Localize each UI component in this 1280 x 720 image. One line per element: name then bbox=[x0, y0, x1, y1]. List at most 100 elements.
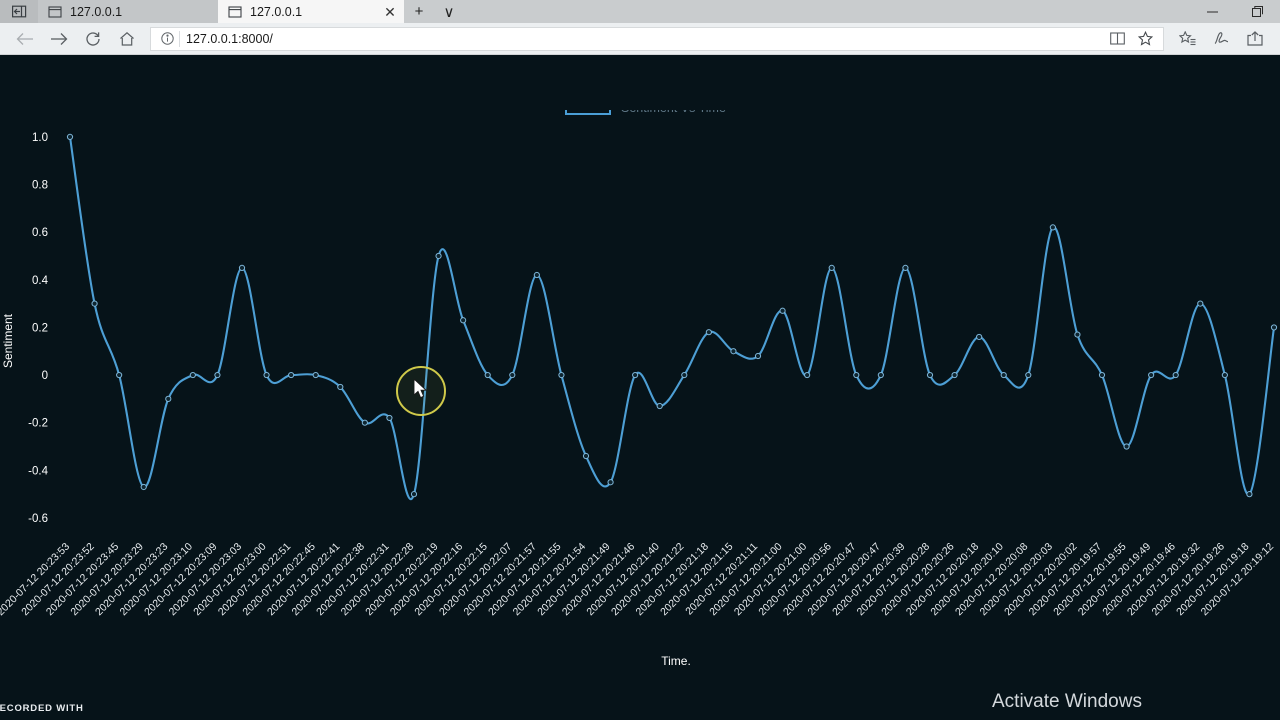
data-point[interactable] bbox=[976, 333, 983, 341]
data-point[interactable] bbox=[1148, 371, 1155, 379]
data-point[interactable] bbox=[214, 371, 221, 379]
data-point[interactable] bbox=[705, 329, 712, 336]
data-point[interactable] bbox=[877, 371, 884, 379]
screencast-o-matic-watermark: RECORDED WITH SCREENCAST MATIC bbox=[0, 703, 200, 714]
browser-tab-1[interactable]: 127.0.0.1 bbox=[38, 0, 218, 23]
data-point[interactable] bbox=[66, 133, 74, 141]
data-point[interactable] bbox=[91, 300, 98, 307]
data-point[interactable] bbox=[1246, 491, 1253, 498]
data-point[interactable] bbox=[853, 371, 860, 379]
data-point[interactable] bbox=[951, 371, 958, 379]
data-point[interactable] bbox=[656, 402, 663, 410]
navigation-toolbar: 127.0.0.1:8000/ bbox=[0, 23, 1280, 55]
address-bar[interactable]: 127.0.0.1:8000/ bbox=[150, 26, 1164, 51]
close-tab-icon[interactable]: ✕ bbox=[384, 3, 396, 20]
y-axis-tick: -0.4 bbox=[28, 465, 48, 477]
data-point[interactable] bbox=[435, 252, 442, 260]
y-axis-tick: 0.4 bbox=[32, 275, 49, 287]
data-point[interactable] bbox=[754, 352, 762, 360]
tab-strip-empty-area bbox=[464, 0, 1280, 23]
y-axis-title: Sentiment bbox=[1, 313, 15, 368]
data-point[interactable] bbox=[140, 483, 147, 491]
data-point[interactable] bbox=[632, 371, 639, 379]
data-point[interactable] bbox=[902, 264, 909, 271]
favorites-hub-icon[interactable] bbox=[1170, 24, 1204, 54]
reading-view-icon[interactable] bbox=[1103, 28, 1131, 50]
data-point[interactable] bbox=[238, 264, 246, 271]
chart-legend-top: Sentiment Vs Time bbox=[565, 110, 726, 115]
x-axis-title: Time. bbox=[661, 654, 691, 668]
favorite-star-icon[interactable] bbox=[1131, 28, 1159, 50]
activate-windows-watermark: Activate Windows Go to Settings to activ… bbox=[992, 689, 1222, 714]
browser-chrome: 127.0.0.1 127.0.0.1 ✕ + ∨ bbox=[0, 0, 1280, 55]
data-point[interactable] bbox=[681, 371, 688, 379]
share-icon[interactable] bbox=[1238, 24, 1272, 54]
data-point[interactable] bbox=[730, 348, 737, 355]
url-text[interactable]: 127.0.0.1:8000/ bbox=[186, 31, 273, 46]
data-point[interactable] bbox=[1025, 371, 1032, 379]
data-point[interactable] bbox=[1270, 324, 1278, 331]
address-bar-actions bbox=[1103, 28, 1159, 50]
data-point[interactable] bbox=[386, 414, 393, 422]
data-point[interactable] bbox=[926, 371, 934, 379]
window-controls bbox=[1190, 0, 1280, 23]
sentiment-line-series bbox=[68, 135, 1276, 500]
web-notes-icon[interactable] bbox=[1204, 24, 1238, 54]
data-point[interactable] bbox=[484, 371, 491, 379]
data-point[interactable] bbox=[1172, 371, 1179, 379]
back-icon[interactable] bbox=[8, 24, 42, 54]
data-point[interactable] bbox=[1049, 224, 1056, 231]
mouse-cursor-icon bbox=[414, 379, 428, 399]
tab-title: 127.0.0.1 bbox=[70, 4, 123, 19]
data-point[interactable] bbox=[312, 371, 319, 379]
data-point[interactable] bbox=[1123, 443, 1130, 450]
y-axis-tick: -0.2 bbox=[28, 418, 48, 430]
y-axis-tick: 1.0 bbox=[32, 132, 48, 144]
data-point[interactable] bbox=[410, 491, 418, 498]
data-point[interactable] bbox=[558, 371, 565, 379]
data-point[interactable] bbox=[165, 395, 172, 402]
web-page-content: Sentiment Vs Time 1.0 0.8 0.6 0.4 0.2 0 -0.2 -0… bbox=[0, 55, 1280, 714]
data-point[interactable] bbox=[116, 371, 123, 379]
data-point[interactable] bbox=[189, 371, 196, 379]
data-point[interactable] bbox=[1197, 300, 1204, 307]
y-axis-tick: -0.6 bbox=[28, 513, 48, 525]
y-axis-tick: 0.8 bbox=[32, 180, 48, 192]
data-point[interactable] bbox=[288, 371, 295, 379]
activate-windows-title: Activate Windows bbox=[992, 691, 1142, 712]
refresh-icon[interactable] bbox=[76, 24, 110, 54]
data-point[interactable] bbox=[361, 419, 368, 426]
sentiment-vs-time-chart[interactable]: 1.0 0.8 0.6 0.4 0.2 0 -0.2 -0.4 -0.6 2020-07-12 … bbox=[0, 55, 1280, 714]
system-menu-icon[interactable] bbox=[0, 0, 38, 23]
tab-title: 127.0.0.1 bbox=[250, 4, 303, 19]
data-point[interactable] bbox=[1221, 371, 1228, 379]
data-point[interactable] bbox=[1000, 371, 1007, 379]
restore-button[interactable] bbox=[1235, 0, 1280, 23]
site-info-icon[interactable] bbox=[155, 32, 179, 45]
minimize-button[interactable] bbox=[1190, 0, 1235, 23]
browser-tab-2-active[interactable]: 127.0.0.1 ✕ bbox=[218, 0, 404, 23]
data-point[interactable] bbox=[804, 371, 811, 379]
page-icon bbox=[228, 5, 242, 18]
y-axis-tick: 0 bbox=[42, 370, 48, 382]
data-point[interactable] bbox=[582, 452, 590, 460]
data-point[interactable] bbox=[1074, 331, 1081, 338]
data-point[interactable] bbox=[607, 479, 614, 486]
forward-icon[interactable] bbox=[42, 24, 76, 54]
sentiment-data-points bbox=[66, 133, 1278, 498]
data-point[interactable] bbox=[533, 271, 540, 279]
data-point[interactable] bbox=[828, 264, 835, 271]
data-point[interactable] bbox=[460, 317, 467, 324]
data-point[interactable] bbox=[263, 371, 270, 379]
new-tab-button[interactable]: + bbox=[414, 3, 424, 20]
data-point[interactable] bbox=[337, 383, 344, 391]
watermark-recorded-with: RECORDED WITH bbox=[0, 703, 84, 714]
data-point[interactable] bbox=[509, 371, 516, 379]
y-axis-tick: 0.6 bbox=[32, 227, 48, 239]
y-axis-tick: 0.2 bbox=[32, 322, 48, 334]
home-icon[interactable] bbox=[110, 24, 144, 54]
data-point[interactable] bbox=[779, 307, 786, 314]
data-point[interactable] bbox=[1098, 371, 1106, 379]
chevron-down-icon[interactable]: ∨ bbox=[443, 3, 455, 21]
tab-strip: 127.0.0.1 127.0.0.1 ✕ + ∨ bbox=[0, 0, 1280, 23]
